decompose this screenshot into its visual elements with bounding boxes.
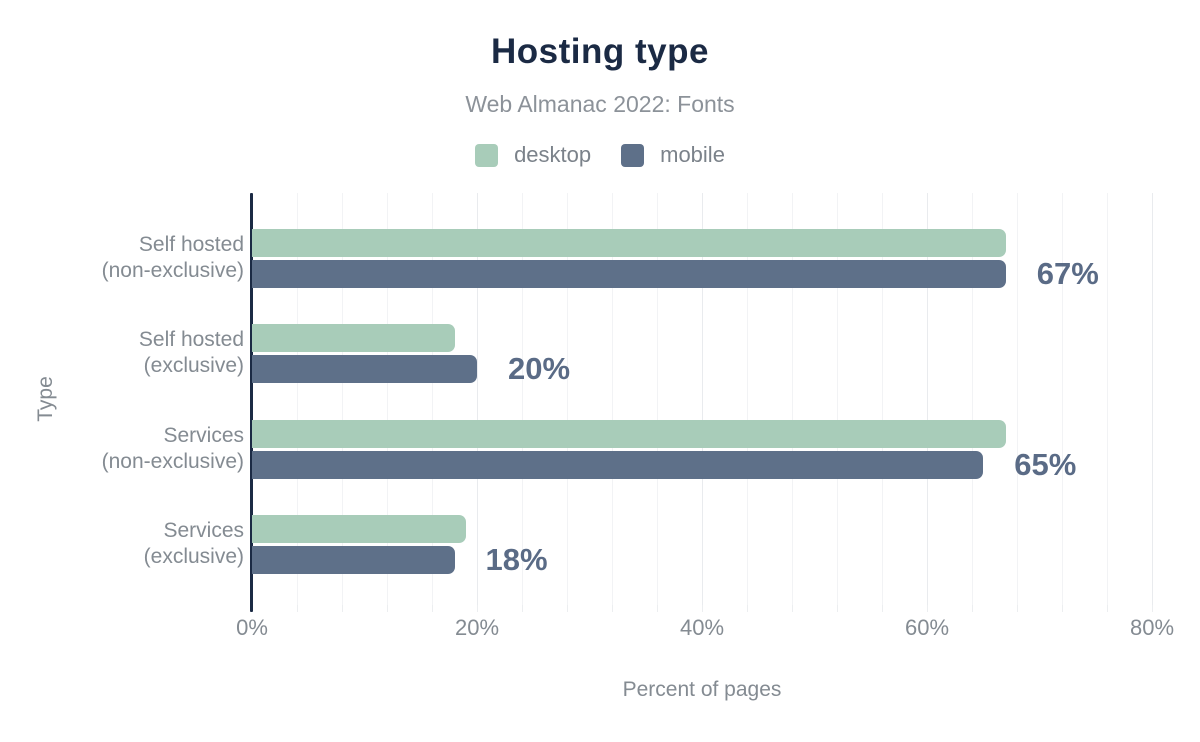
axis-tick — [522, 605, 523, 612]
axis-tick — [387, 605, 388, 612]
gridline-minor — [1017, 193, 1018, 605]
axis-tick — [1017, 605, 1018, 612]
axis-tick — [747, 605, 748, 612]
x-axis-title: Percent of pages — [622, 678, 782, 701]
gridline-minor — [657, 193, 658, 605]
axis-tick — [477, 605, 478, 612]
axis-tick — [927, 605, 928, 612]
legend: desktop mobile — [0, 142, 1200, 168]
chart-subtitle: Web Almanac 2022: Fonts — [465, 91, 735, 117]
gridline-major — [927, 193, 928, 605]
gridline-minor — [432, 193, 433, 605]
gridline-minor — [1107, 193, 1108, 605]
category-label-line: Services — [163, 424, 244, 447]
x-tick-label: 0% — [236, 615, 268, 640]
gridline-minor — [882, 193, 883, 605]
x-tick-label: 60% — [904, 615, 950, 640]
value-label: 18% — [485, 542, 548, 577]
category-label: Self hosted (exclusive) — [4, 327, 244, 379]
category-label: Self hosted (non-exclusive) — [4, 232, 244, 284]
bar-mobile — [252, 260, 1006, 288]
gridline-major — [702, 193, 703, 605]
legend-item-mobile: mobile — [621, 142, 725, 168]
legend-item-desktop: desktop — [475, 142, 591, 168]
desktop-swatch-icon — [475, 143, 499, 167]
x-tick-label: 40% — [679, 615, 725, 640]
gridline-minor — [522, 193, 523, 605]
axis-tick — [882, 605, 883, 612]
gridline-major — [1152, 193, 1153, 605]
bar-desktop — [252, 420, 1006, 448]
gridline-minor — [792, 193, 793, 605]
axis-tick — [612, 605, 613, 612]
bar-mobile — [252, 355, 477, 383]
category-label-line: Self hosted — [138, 328, 244, 351]
value-label: 67% — [1036, 256, 1099, 291]
category-label: Services (non-exclusive) — [4, 423, 244, 475]
value-label: 20% — [508, 351, 571, 386]
gridline-minor — [342, 193, 343, 605]
axis-tick — [432, 605, 433, 612]
axis-tick — [972, 605, 973, 612]
bar-mobile — [252, 451, 984, 479]
axis-tick — [837, 605, 838, 612]
gridline-minor — [837, 193, 838, 605]
axis-tick — [657, 605, 658, 612]
axis-tick — [342, 605, 343, 612]
legend-label-desktop: desktop — [514, 142, 592, 167]
gridline-minor — [612, 193, 613, 605]
x-tick-label: 20% — [454, 615, 500, 640]
axis-tick — [1062, 605, 1063, 612]
axis-tick — [297, 605, 298, 612]
gridline-minor — [747, 193, 748, 605]
category-label-line: (non-exclusive) — [101, 259, 244, 282]
category-label-line: Services — [163, 519, 244, 542]
y-axis-line — [250, 193, 253, 612]
bar-desktop — [252, 229, 1006, 257]
axis-tick — [567, 605, 568, 612]
bar-desktop — [252, 515, 466, 543]
gridline-major — [477, 193, 478, 605]
axis-tick — [1107, 605, 1108, 612]
chart-title: Hosting type — [491, 32, 709, 71]
gridline-minor — [972, 193, 973, 605]
bar-desktop — [252, 324, 455, 352]
y-axis-title: Type — [34, 376, 57, 422]
axis-tick — [792, 605, 793, 612]
axis-tick — [1152, 605, 1153, 612]
legend-label-mobile: mobile — [660, 142, 725, 167]
value-label: 65% — [1014, 447, 1077, 482]
gridline-minor — [1062, 193, 1063, 605]
bar-mobile — [252, 546, 455, 574]
x-tick-label: 80% — [1129, 615, 1175, 640]
gridline-minor — [387, 193, 388, 605]
gridline-minor — [297, 193, 298, 605]
mobile-swatch-icon — [621, 143, 645, 167]
axis-tick — [702, 605, 703, 612]
category-label: Services (exclusive) — [4, 518, 244, 570]
category-label-line: (non-exclusive) — [101, 450, 244, 473]
gridline-minor — [567, 193, 568, 605]
category-label-line: (exclusive) — [143, 545, 244, 568]
category-label-line: Self hosted — [138, 233, 244, 256]
category-label-line: (exclusive) — [143, 354, 244, 377]
